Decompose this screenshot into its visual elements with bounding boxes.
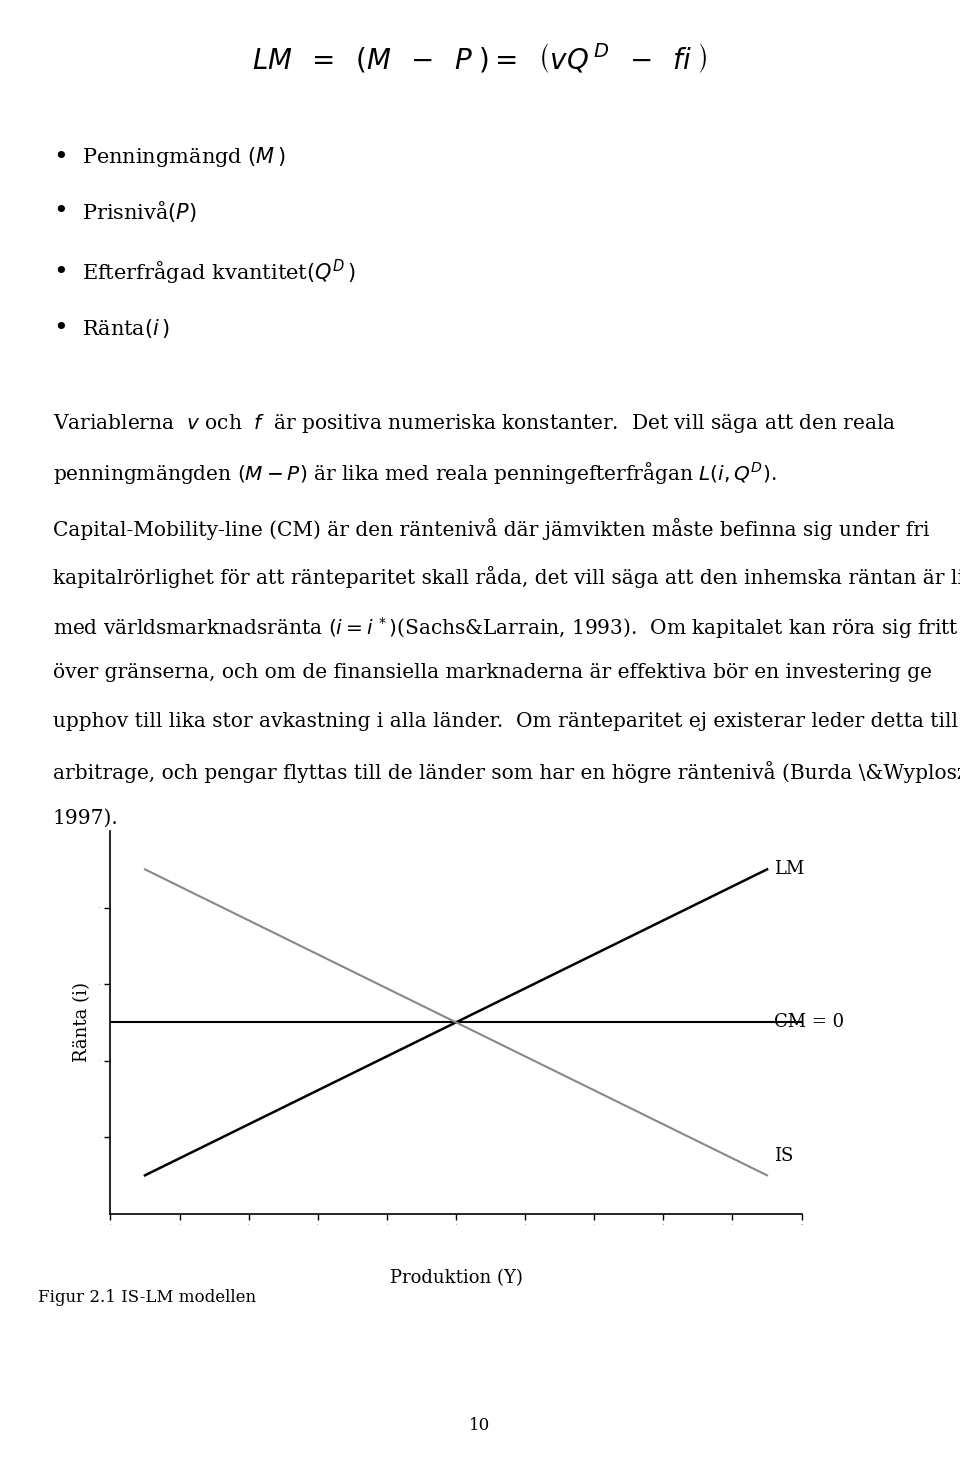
Text: Penningmängd $(\mathit{M}\,)$: Penningmängd $(\mathit{M}\,)$ <box>82 146 285 169</box>
Text: kapitalrörlighet för att ränteparitet skall råda, det vill säga att den inhemska: kapitalrörlighet för att ränteparitet sk… <box>53 566 960 588</box>
Text: •: • <box>53 316 67 340</box>
Text: LM: LM <box>774 861 804 878</box>
Text: med världsmarknadsränta $(\mathit{i}=\mathit{i}^{\,*})$(Sachs&Larrain, 1993).  O: med världsmarknadsränta $(\mathit{i}=\ma… <box>53 615 959 641</box>
Text: 10: 10 <box>469 1417 491 1434</box>
Text: arbitrage, och pengar flyttas till de länder som har en högre räntenivå (Burda \: arbitrage, och pengar flyttas till de lä… <box>53 761 960 783</box>
Text: Efterfrågad kvantitet$(\mathit{Q}^{D}\,)$: Efterfrågad kvantitet$(\mathit{Q}^{D}\,)… <box>82 257 355 287</box>
Text: Prisnivå$(\mathit{P})$: Prisnivå$(\mathit{P})$ <box>82 200 197 224</box>
Text: Figur 2.1 IS-LM modellen: Figur 2.1 IS-LM modellen <box>38 1289 256 1306</box>
Text: $\mathit{LM}\;\;=\;\;\left(\mathit{M}\;\;-\;\;\mathit{P}\;\right)=\;\;\left(\mat: $\mathit{LM}\;\;=\;\;\left(\mathit{M}\;\… <box>252 41 708 75</box>
Text: penningmängden $(\mathit{M}-\mathit{P})$ är lika med reala penningefterfrågan $\: penningmängden $(\mathit{M}-\mathit{P})$… <box>53 460 777 487</box>
Text: upphov till lika stor avkastning i alla länder.  Om ränteparitet ej existerar le: upphov till lika stor avkastning i alla … <box>53 712 958 731</box>
Text: CM = 0: CM = 0 <box>774 1014 844 1031</box>
Text: 1997).: 1997). <box>53 809 118 828</box>
Text: Capital-Mobility-line (CM) är den räntenivå där jämvikten måste befinna sig unde: Capital-Mobility-line (CM) är den ränten… <box>53 518 929 540</box>
Text: IS: IS <box>774 1147 793 1165</box>
Text: Variablerna  $\mathit{v}$ och  $\mathit{f}$  är positiva numeriska konstanter.  : Variablerna $\mathit{v}$ och $\mathit{f}… <box>53 412 896 435</box>
Text: •: • <box>53 260 67 284</box>
Text: Produktion (Y): Produktion (Y) <box>390 1269 522 1287</box>
Y-axis label: Ränta (i): Ränta (i) <box>73 983 91 1062</box>
Text: •: • <box>53 200 67 224</box>
Text: Ränta$(\mathit{i}\,)$: Ränta$(\mathit{i}\,)$ <box>82 316 170 340</box>
Text: •: • <box>53 146 67 169</box>
Text: över gränserna, och om de finansiella marknaderna är effektiva bör en investerin: över gränserna, och om de finansiella ma… <box>53 663 932 683</box>
